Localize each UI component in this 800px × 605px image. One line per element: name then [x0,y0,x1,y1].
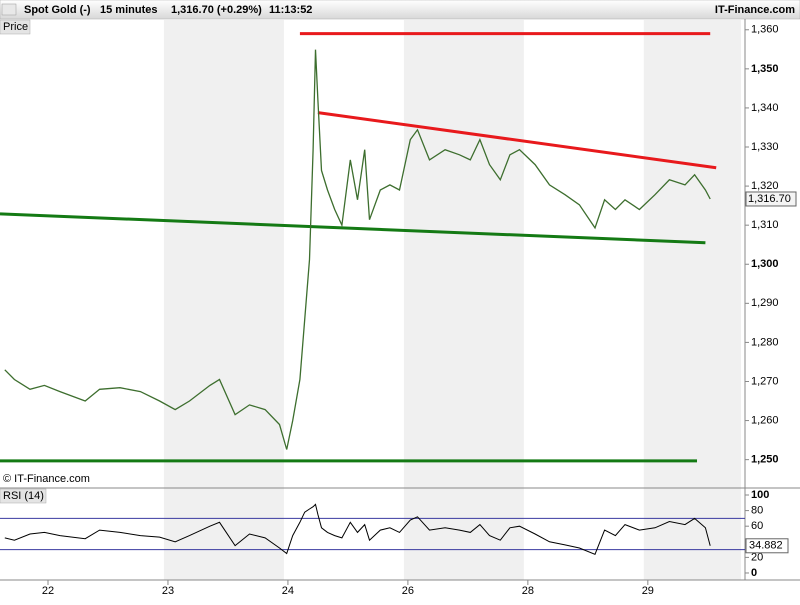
menu-icon[interactable] [1,3,17,16]
watermark: © IT-Finance.com [3,473,90,485]
y-tick-label: 100 [751,489,769,501]
y-tick-label: 1,350 [751,63,779,75]
y-tick-label: 1,260 [751,414,779,426]
x-tick-label: 28 [522,585,534,597]
x-tick-label: 24 [282,585,294,597]
y-tick-label: 1,290 [751,297,779,309]
quote: 1,316.70 (+0.29%) [171,4,262,16]
y-tick-label: 1,270 [751,375,779,387]
last-rsi-box [745,538,789,554]
x-tick-label: 29 [642,585,654,597]
y-tick-label: 1,310 [751,219,779,231]
interval: 15 minutes [100,4,157,16]
x-tick-label: 22 [42,585,54,597]
panel-label: RSI (14) [3,490,44,502]
y-tick-label: 20 [751,551,763,563]
instrument: Spot Gold (-) [24,4,91,16]
y-tick-label: 1,360 [751,24,779,36]
y-tick-label: 1,340 [751,102,779,114]
y-tick-label: 60 [751,520,763,532]
y-tick-label: 80 [751,505,763,517]
y-tick-label: 0 [751,567,757,579]
time: 11:13:52 [269,4,312,16]
x-tick-label: 26 [402,585,414,597]
trendline [317,111,717,170]
y-tick-label: 1,250 [751,454,779,466]
header-bar [0,0,800,20]
panel-label: Price [3,21,28,33]
panel-label-box [0,19,31,35]
rsi-line [4,503,711,555]
session-band [163,20,284,580]
y-tick-label: 1,300 [751,258,779,270]
session-band [643,20,741,580]
y-tick-label: 1,320 [751,180,779,192]
last-price-box [745,191,797,207]
trendline [0,212,706,245]
panel-label-box [0,488,47,504]
price-line [4,49,711,450]
y-tick-label: 1,330 [751,141,779,153]
x-tick-label: 23 [162,585,174,597]
last-rsi-label: 34.882 [749,540,783,552]
last-price-label: 1,316.70 [748,193,791,205]
y-tick-label: 1,280 [751,336,779,348]
site: IT-Finance.com [715,4,795,16]
session-band [403,20,524,580]
